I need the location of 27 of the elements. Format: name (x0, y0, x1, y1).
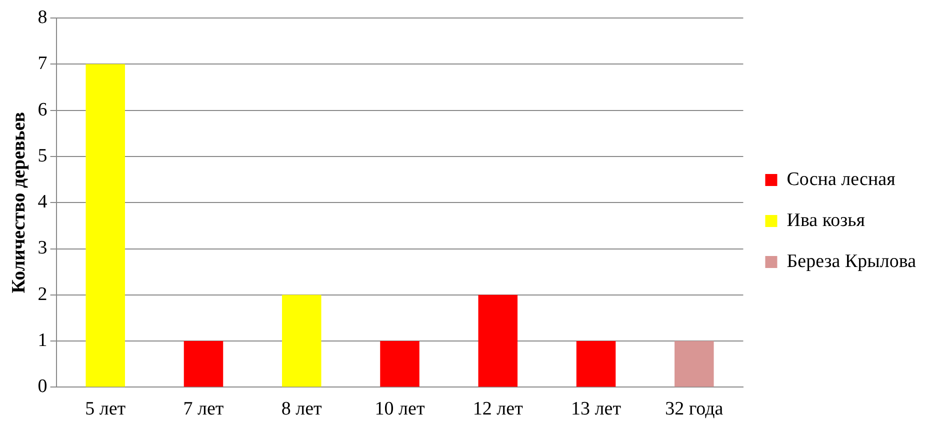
x-tick-label: 32 года (665, 398, 724, 420)
legend-label: Сосна лесная (786, 168, 896, 190)
y-tick-label: 8 (38, 6, 48, 28)
x-tick-label: 12 лет (472, 398, 524, 420)
x-tick-label: 13 лет (571, 398, 622, 420)
y-tick-label: 5 (38, 145, 48, 166)
bar (86, 64, 125, 387)
legend-label: Береза Крылова (786, 250, 917, 272)
y-axis-title: Количество деревьев (8, 112, 30, 294)
x-tick-label: 7 лет (183, 398, 224, 420)
x-tick-label: 10 лет (374, 398, 426, 420)
y-tick-label: 1 (38, 330, 48, 352)
y-tick-label: 6 (38, 99, 48, 120)
bar (380, 341, 420, 387)
y-tick-label: 3 (38, 238, 48, 259)
x-tick-label: 5 лет (85, 398, 126, 420)
y-tick-label: 2 (38, 284, 48, 305)
y-tick-label: 0 (38, 376, 48, 398)
x-tick-label: 8 лет (281, 398, 323, 420)
y-tick-label: 7 (38, 53, 48, 74)
bar (576, 341, 616, 387)
bar (478, 294, 518, 387)
y-tick-label: 4 (38, 192, 48, 213)
bar (674, 341, 714, 387)
bar (282, 294, 322, 387)
bar (184, 341, 224, 387)
legend-label: Ива козья (786, 210, 866, 231)
